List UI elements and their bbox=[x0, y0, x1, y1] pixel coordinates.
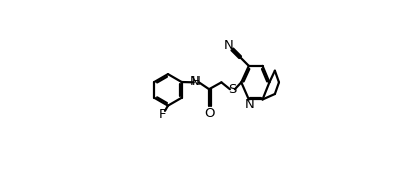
Text: N: N bbox=[189, 75, 199, 88]
Text: O: O bbox=[204, 107, 214, 120]
Text: H: H bbox=[192, 75, 201, 88]
Text: N: N bbox=[224, 39, 234, 52]
Text: S: S bbox=[228, 83, 236, 96]
Text: N: N bbox=[245, 98, 255, 111]
Text: F: F bbox=[159, 108, 166, 121]
